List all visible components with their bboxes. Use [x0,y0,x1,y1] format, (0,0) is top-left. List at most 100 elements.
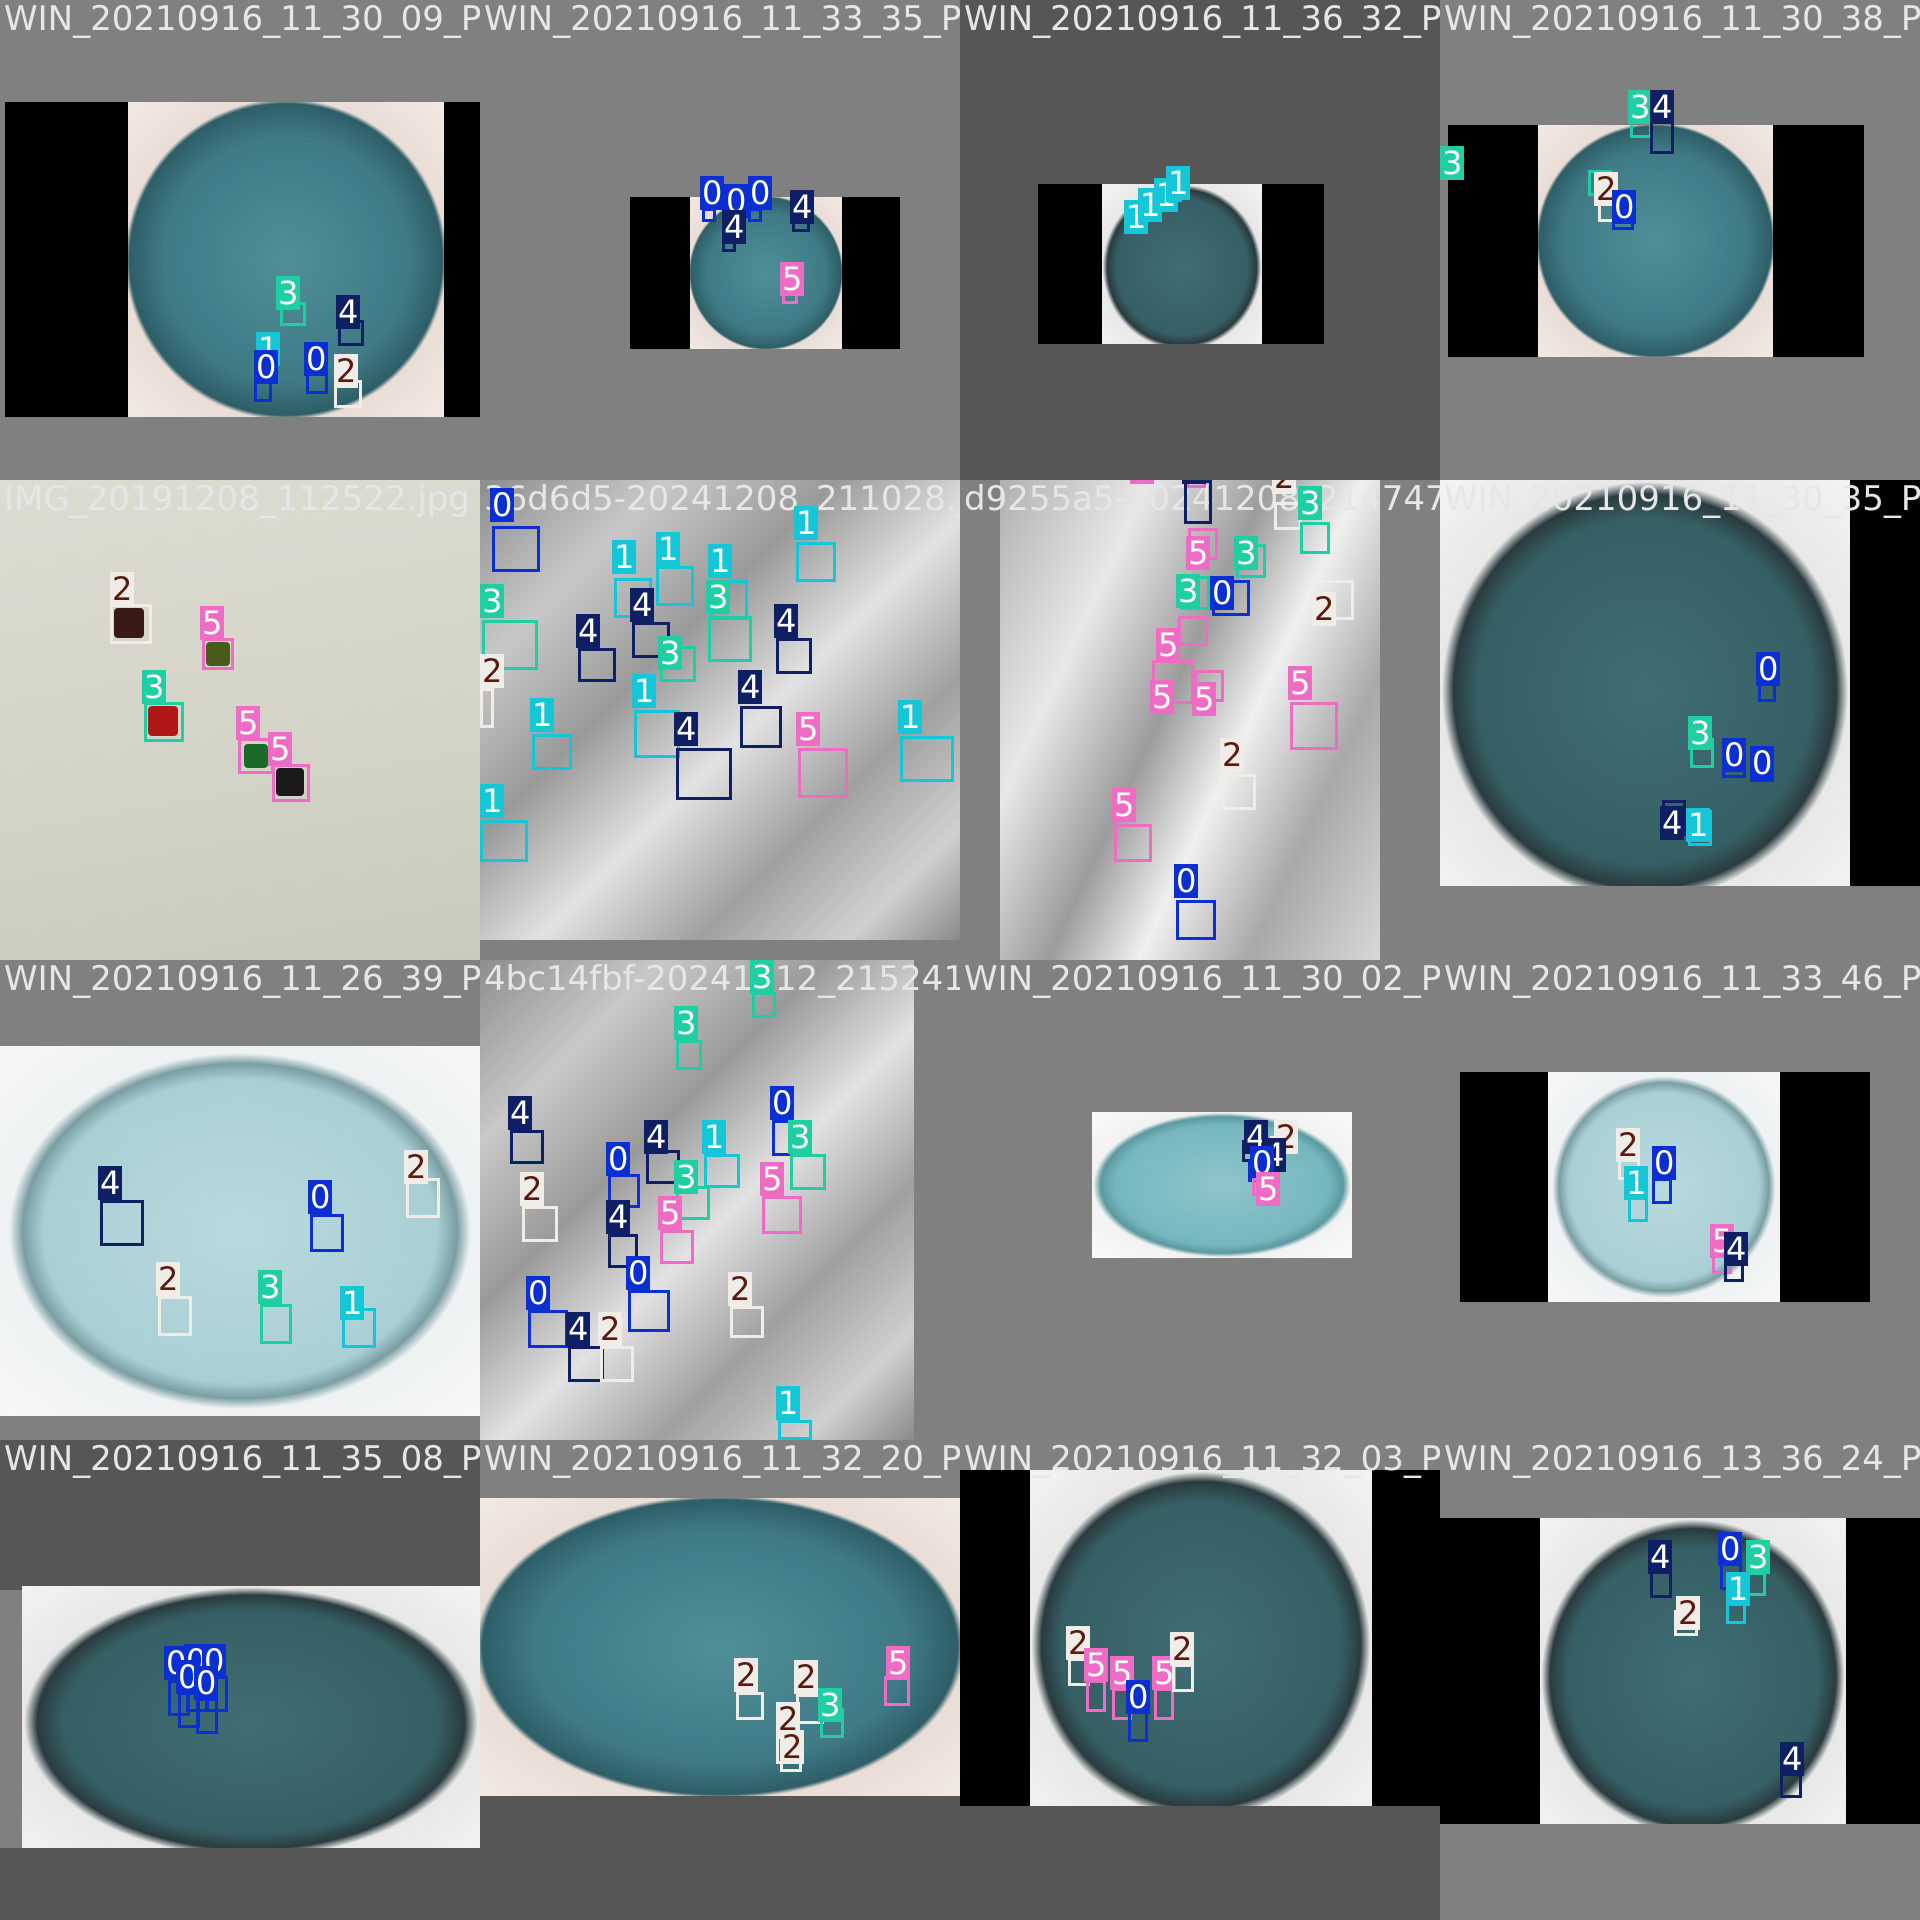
detection-label: 2 [794,1658,819,1696]
tile-filename: WIN_20210916_11_32_03_Pro.jpg [964,1440,1440,1479]
detection-label: 4 [566,1310,591,1348]
tile-7: WIN_20210916_11_30_35_Pro.jpg 0 3 0 0 4 … [1440,480,1920,960]
detection-label: 5 [780,260,805,298]
detection-label: 3 [788,1118,813,1156]
detection-label: 2 [1312,590,1337,628]
detection-label: 5 [886,1644,911,1682]
detection-label: 5 [1186,534,1211,572]
die [206,642,230,666]
detection-label: 4 [606,1198,631,1236]
detection-label: 3 [750,960,775,996]
detection-label: 4 [738,668,763,706]
detection-label: 0 [194,1664,219,1702]
detection-label: 2 [480,652,505,690]
tile-photo [1440,480,1850,886]
detection-box [660,1230,694,1264]
detection-box [492,526,540,572]
detection-box [676,1040,702,1070]
tile-filename: WIN_20210916_11_32_20_Pro.jpg [484,1440,960,1479]
detection-label: 2 [520,1170,545,1208]
detection-label: 5 [1112,786,1137,824]
detection-label: 3 [1628,88,1653,126]
detection-box [778,1420,812,1440]
detection-label: 4 [774,602,799,640]
detection-label: 3 [1688,714,1713,752]
tile-filename: WIN_20210916_11_30_02_Pro.jpg [964,960,1440,999]
detection-label: 1 [340,1284,365,1322]
tile-filename: WIN_20210916_11_36_32_Pro.jpg [964,0,1440,39]
detection-label: 1 [794,504,819,542]
detection-label: 5 [236,704,261,742]
detection-box [798,748,848,798]
tile-filename: IMG_20191208_112522.jpg [4,480,470,519]
detection-box [1154,1688,1174,1720]
detection-label: 3 [818,1686,843,1724]
tile-filename: WIN_20210916_11_35_08_Pro.jpg [4,1440,480,1479]
tile-filename: 4bc14fbf-20241212_215241.jpg [484,960,960,999]
detection-label: 4 [722,208,747,246]
tile-filename: WIN_20210916_11_30_35_Pro.jpg [1444,480,1920,519]
tile-0: WIN_20210916_11_30_09_Pro.jpg 3 4 1 0 0 … [0,0,480,480]
detection-label: 5 [796,710,821,748]
detection-label: 1 [1166,164,1191,202]
detection-box [1114,824,1152,862]
detection-box [740,706,782,748]
detection-box [202,638,234,670]
detection-label: 3 [1298,484,1323,522]
detection-box [608,1234,638,1268]
detection-label: 3 [706,578,731,616]
tile-13: WIN_20210916_11_32_20_Pro.jpg 2 2 2 2 3 … [480,1440,960,1920]
tile-photo [128,102,444,417]
tile-14: WIN_20210916_11_32_03_Pro.jpg 2 5 5 5 2 … [960,1440,1440,1920]
detection-label: 2 [1676,1594,1701,1632]
detection-label: 4 [644,1118,669,1156]
tile-9: 4bc14fbf-20241212_215241.jpg 3 3 4 0 0 3… [480,960,960,1440]
detection-box [310,1214,344,1252]
detection-box [628,1290,670,1332]
detection-box [510,1130,544,1164]
tile-5: 36d6d5-20241208_211028.jpg 0 1 1 1 1 3 3… [480,480,960,960]
detection-label: 3 [142,668,167,706]
detection-label: 0 [490,486,515,524]
tile-photo [1538,125,1773,357]
detection-label: 5 [268,730,293,768]
tile-photo [22,1586,480,1848]
detection-box [1300,522,1330,554]
tile-11: WIN_20210916_11_33_46_Pro.jpg 2 0 1 5 4 [1440,960,1920,1440]
detection-label: 0 [1612,188,1637,226]
detection-label: 5 [1156,626,1181,664]
detection-label: 0 [1756,650,1781,688]
detection-label: 0 [308,1178,333,1216]
detection-label: 1 [1686,806,1711,844]
detection-label: 4 [576,612,601,650]
detection-label: 2 [780,1728,805,1766]
detection-label: 4 [630,586,655,624]
tile-1: WIN_20210916_11_33_35_Pro.jpg 0 0 0 4 4 … [480,0,960,480]
detection-label: 1 [702,1118,727,1156]
tile-filename: WIN_20210916_11_33_46_Pro.jpg [1444,960,1920,999]
dark-band [480,1796,960,1920]
detection-label: 2 [156,1260,181,1298]
detection-label: 2 [1220,736,1245,774]
detection-label: 1 [656,530,681,568]
tile-8: WIN_20210916_11_26_39_Pro.jpg 4 2 0 2 3 … [0,960,480,1440]
detection-box [776,638,812,674]
detection-label: 0 [606,1140,631,1178]
detection-box [730,1306,764,1338]
detection-box [1178,616,1208,646]
tile-3: WIN_20210916_11_30_38_Pro.jpg 3 4 3 2 0 [1440,0,1920,480]
detection-label: 3 [674,1004,699,1042]
tile-filename: 36d6d5-20241208_211028.jpg [484,480,960,519]
tile-photo [690,197,842,349]
detection-label: 4 [1724,1230,1749,1268]
tile-filename: WIN_20210916_11_30_38_Pro.jpg [1444,0,1920,39]
detection-box [144,702,184,742]
detection-label: 2 [598,1310,623,1348]
tile-filename: WIN_20210916_11_26_39_Pro.jpg [4,960,480,999]
detection-box [1172,1664,1194,1692]
detection-box [158,1296,192,1336]
detection-label: 2 [334,352,359,390]
detection-box [796,542,836,582]
tile-filename: WIN_20210916_13_36_24_Pro.jpg [1444,1440,1920,1479]
